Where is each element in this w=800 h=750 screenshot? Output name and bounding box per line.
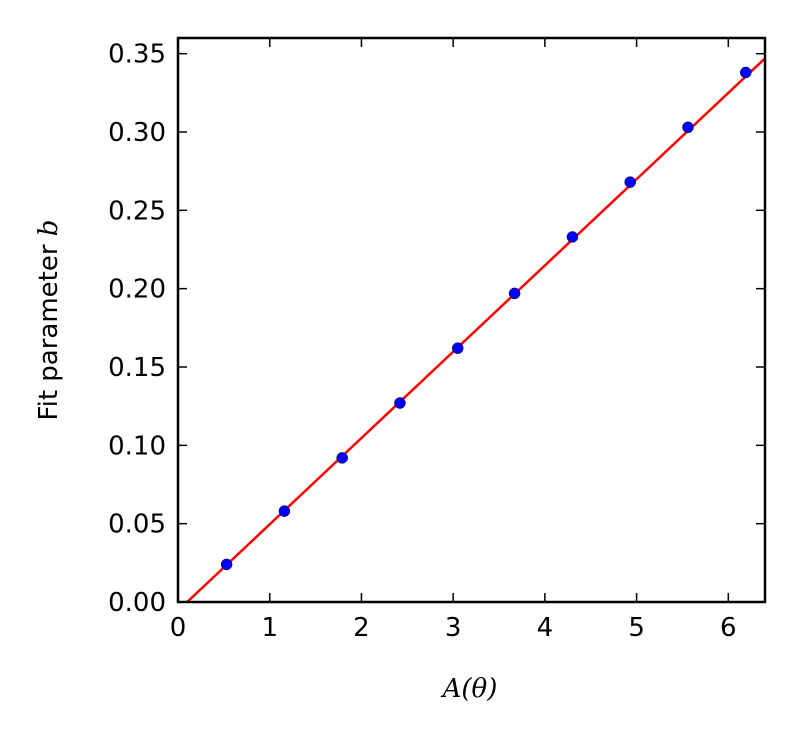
x-axis-label: A(θ): [441, 674, 498, 704]
x-tick-label: 5: [628, 613, 645, 643]
data-point: [278, 505, 291, 517]
data-point: [739, 66, 752, 79]
y-tick-label: 0.05: [108, 510, 166, 540]
data-point: [394, 397, 406, 409]
x-tick-label: 3: [445, 613, 462, 643]
plot-background: [178, 38, 765, 602]
y-tick-label: 0.30: [108, 118, 166, 148]
x-tick-label: 4: [537, 613, 554, 643]
plot-frame: [176, 36, 767, 604]
data-point: [682, 121, 694, 134]
data-points: [220, 66, 752, 571]
data-point: [220, 558, 233, 571]
y-tick-label: 0.15: [108, 353, 166, 383]
x-tick-label: 6: [720, 613, 737, 643]
axis-ticks: [176, 36, 767, 604]
y-tick-label: 0.00: [108, 588, 166, 618]
tick-labels: 0 1 2 3 4 5 6 0.00 0.05 0.10 0.15 0.20 0.25 0.30 0.35: [108, 40, 736, 643]
data-point: [624, 176, 636, 188]
y-tick-label: 0.10: [108, 431, 166, 461]
x-tick-label: 0: [170, 613, 187, 643]
plot-area: [178, 38, 765, 602]
x-tick-label: 1: [261, 613, 278, 643]
data-point: [508, 287, 521, 300]
y-tick-label: 0.25: [108, 196, 166, 226]
y-tick-label: 0.35: [108, 40, 166, 70]
y-tick-label: 0.20: [108, 275, 166, 305]
data-point: [451, 342, 464, 354]
y-axis-label: Fit parameter b: [34, 220, 64, 421]
x-tick-label: 2: [353, 613, 370, 643]
data-point: [566, 231, 579, 243]
data-point: [336, 452, 348, 464]
